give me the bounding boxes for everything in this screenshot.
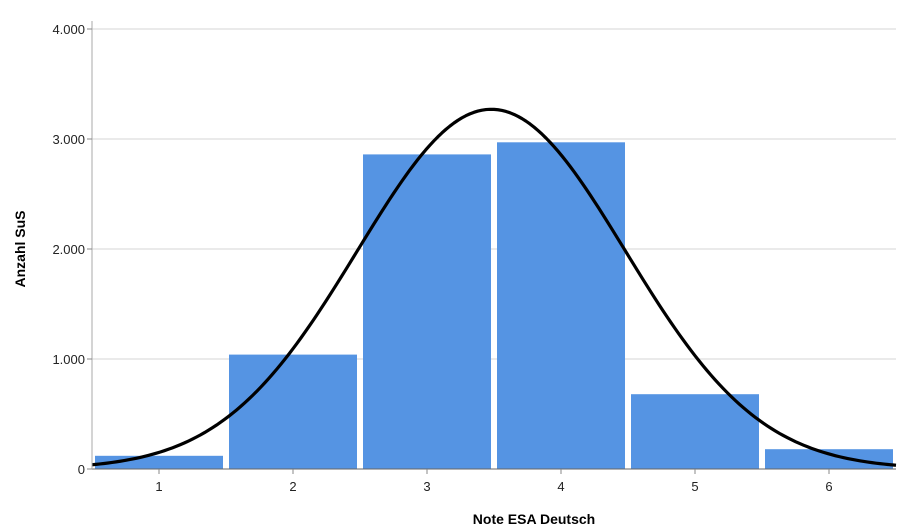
y-axis-ticks: 0 1.000 2.000 3.000 4.000 xyxy=(52,22,92,477)
y-tick-label: 4.000 xyxy=(52,22,85,37)
bar xyxy=(631,394,759,469)
bar xyxy=(229,354,357,469)
x-tick-label: 4 xyxy=(557,479,564,494)
x-tick-label: 3 xyxy=(423,479,430,494)
x-tick-label: 1 xyxy=(155,479,162,494)
y-axis-title: Anzahl SuS xyxy=(12,210,28,287)
bar xyxy=(363,154,491,469)
y-tick-label: 3.000 xyxy=(52,132,85,147)
y-tick-label: 2.000 xyxy=(52,242,85,257)
y-tick-label: 1.000 xyxy=(52,352,85,367)
x-tick-label: 2 xyxy=(289,479,296,494)
x-tick-label: 5 xyxy=(691,479,698,494)
bar xyxy=(765,449,893,469)
x-axis-ticks: 1 2 3 4 5 6 xyxy=(155,469,833,494)
bars xyxy=(95,142,893,470)
y-tick-label: 0 xyxy=(78,462,85,477)
x-tick-label: 6 xyxy=(825,479,832,494)
gridlines xyxy=(92,28,896,360)
bar xyxy=(497,142,625,470)
normal-curve xyxy=(91,107,897,467)
x-axis-title: Note ESA Deutsch xyxy=(473,511,595,527)
